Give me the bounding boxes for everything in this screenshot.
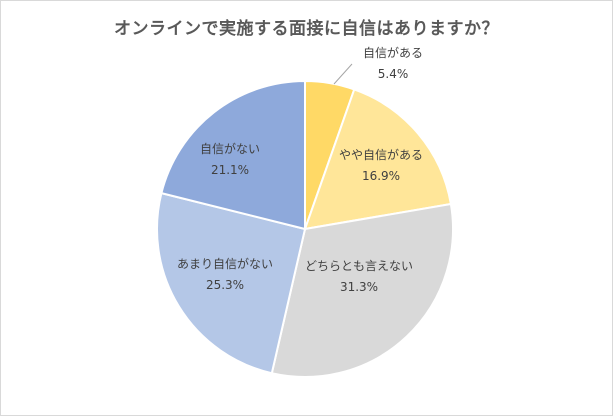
pie-slice bbox=[303, 88, 453, 231]
slice-label: あまり自信がない bbox=[177, 256, 273, 271]
slice-label: どちらとも言えない bbox=[305, 259, 413, 273]
leader-line bbox=[333, 63, 353, 85]
pie-slice bbox=[160, 79, 306, 231]
slice-value-label: 21.1% bbox=[211, 163, 249, 177]
slice-label: 自信がない bbox=[200, 141, 260, 156]
slice-label: 自信がある bbox=[363, 45, 423, 60]
pie-slice bbox=[270, 202, 454, 378]
pie-slice bbox=[156, 191, 307, 375]
slice-value-label: 16.9% bbox=[362, 169, 400, 183]
slice-value-label: 31.3% bbox=[340, 280, 378, 294]
slice-value-label: 5.4% bbox=[378, 67, 409, 81]
slice-label: やや自信がある bbox=[339, 147, 423, 162]
slice-value-label: 25.3% bbox=[206, 278, 244, 292]
chart-title: オンラインで実施する面接に自信はありますか？ bbox=[114, 19, 499, 39]
